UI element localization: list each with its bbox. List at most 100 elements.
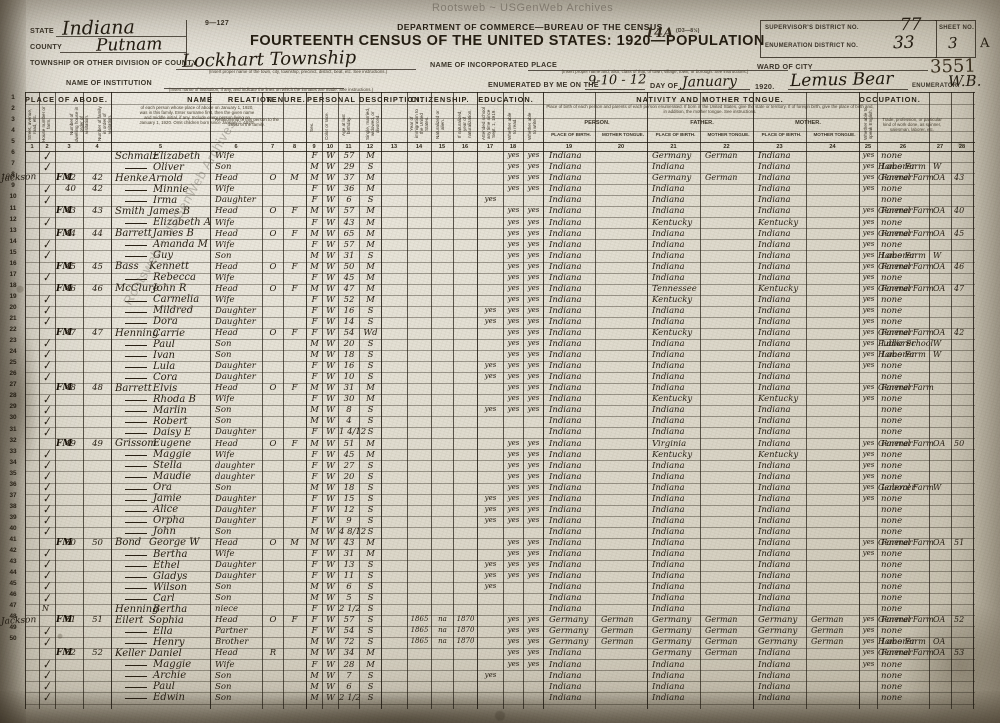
marital-status: S	[367, 162, 374, 173]
relation-instruction: Relationship of this person to the head …	[215, 117, 279, 127]
sex: M	[310, 438, 319, 449]
father-mother-tongue: German	[705, 151, 738, 161]
occupation: none	[881, 294, 903, 305]
colnum-17: 17	[486, 144, 494, 150]
age: 31	[343, 250, 355, 261]
sex: M	[310, 526, 319, 537]
able-to-write: yes	[527, 250, 540, 259]
occupation-trade-head: Trade, profession, or particular kind of…	[882, 117, 942, 132]
age: 36	[343, 184, 355, 195]
speaks-english: yes	[862, 162, 875, 171]
ditto-mark	[125, 455, 147, 457]
sex: F	[311, 361, 318, 372]
row-divider	[25, 338, 975, 340]
nativity-mother: Mother.	[795, 120, 821, 126]
person-birthplace: Indiana	[549, 604, 582, 615]
home-owned-rented: O	[269, 438, 277, 449]
worker-class: OA	[933, 648, 946, 658]
father-birthplace: Indiana	[652, 537, 685, 548]
sex: F	[311, 151, 318, 162]
dwelling-number: 47	[65, 328, 76, 338]
mother-birthplace: Indiana	[758, 383, 791, 394]
given-name: Guy	[153, 250, 174, 262]
given-name: Bertha	[153, 548, 188, 560]
color-race: W	[326, 206, 335, 217]
age: 54	[343, 328, 355, 338]
able-to-read: yes	[507, 217, 520, 226]
marital-status: S	[367, 195, 374, 206]
mother-birthplace: Indiana	[758, 427, 791, 438]
sex: M	[310, 350, 319, 361]
speaks-english: yes	[862, 328, 875, 336]
relation: Son	[215, 681, 232, 692]
occupation: Laborer	[881, 339, 916, 350]
father-birthplace: Indiana	[652, 162, 685, 173]
person-birthplace: Indiana	[549, 239, 582, 250]
colnum-10: 10	[326, 144, 334, 150]
abode-dwelling-head: Number of dwelling house in order of vis…	[69, 106, 90, 142]
family-number: 46	[92, 283, 103, 294]
marital-status: M	[366, 261, 375, 272]
mother-birthplace: Indiana	[758, 670, 791, 681]
colnum-28: 28	[958, 144, 966, 150]
sex: F	[311, 272, 318, 283]
worker-class: OA	[933, 637, 946, 647]
color-race: W	[326, 626, 335, 637]
father-birthplace: Indiana	[652, 195, 685, 206]
speaks-english: yes	[862, 438, 875, 447]
occupation: Laborer	[881, 350, 916, 361]
line-number: 14	[9, 237, 17, 245]
row-divider	[25, 239, 975, 241]
age: 8	[346, 405, 352, 416]
marital-status: M	[366, 206, 375, 217]
relation: Partner	[215, 626, 248, 637]
year-label: 1920.	[755, 82, 775, 91]
line-number: 50	[9, 635, 17, 643]
enumerator-name: Lemus Bear	[789, 68, 894, 92]
form-number: 9—127	[205, 20, 230, 27]
given-name: Lula	[153, 360, 176, 372]
person-birthplace: Indiana	[549, 305, 582, 316]
marital-status: M	[366, 438, 375, 449]
ditto-mark	[125, 300, 147, 302]
margin-note-bottom: Jackson	[0, 615, 37, 627]
mother-birthplace: Indiana	[758, 515, 791, 526]
occupation: none	[881, 361, 903, 372]
able-to-read: yes	[507, 151, 520, 160]
farm-schedule-number: 47	[954, 283, 965, 293]
row-divider	[25, 349, 975, 351]
mother-birthplace: Indiana	[758, 571, 791, 582]
naturalized-head: Naturalized or alien.	[435, 110, 446, 140]
line-number: 34	[9, 458, 17, 466]
age: 15	[343, 493, 355, 504]
speaks-english: yes	[862, 361, 875, 370]
family-number: 48	[92, 383, 103, 394]
farm-mark: FM	[56, 228, 73, 239]
able-to-read: yes	[507, 350, 520, 359]
given-name: Ethel	[153, 559, 180, 571]
relation: Wife	[215, 184, 235, 195]
able-to-read: yes	[507, 438, 520, 447]
row-divider	[25, 173, 975, 175]
mother-birthplace: Indiana	[758, 582, 791, 593]
age: 57	[343, 615, 355, 626]
ditto-mark	[125, 322, 147, 324]
color-race: W	[326, 560, 335, 571]
mother-birthplace: Indiana	[758, 316, 791, 327]
occupation: none	[881, 394, 903, 405]
sex: M	[310, 637, 319, 648]
row-divider	[25, 504, 975, 506]
ward-rule	[810, 70, 928, 71]
person-birthplace: Indiana	[549, 294, 582, 305]
marital-head: Single, married, widowed, or divorced.	[365, 107, 381, 141]
line-number: 31	[9, 425, 17, 433]
marital-status: S	[367, 604, 374, 615]
person-birthplace: Indiana	[549, 692, 582, 703]
sex: F	[311, 316, 318, 327]
occupation: Farmer	[881, 261, 913, 272]
person-birthplace: Indiana	[549, 272, 582, 283]
speaks-english: yes	[862, 217, 875, 226]
given-name: Marlin	[153, 404, 187, 416]
age: 27	[343, 460, 355, 471]
given-name: Elizabeth	[152, 150, 201, 162]
